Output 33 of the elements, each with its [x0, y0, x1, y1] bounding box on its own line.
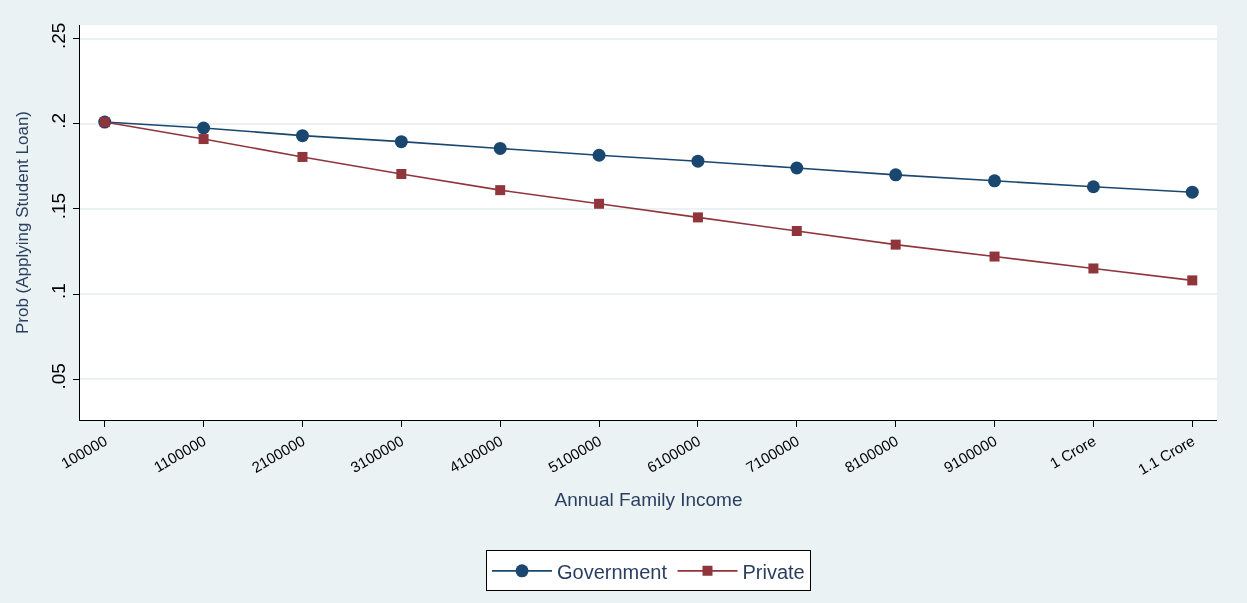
point: [989, 251, 1000, 262]
point: [1187, 275, 1198, 286]
x-tick-label: 1 Crore: [1046, 431, 1099, 472]
y-axis-title: Prob (Applying Student Loan): [12, 110, 32, 335]
point: [889, 168, 903, 182]
point: [297, 151, 308, 162]
legend-label: Private: [742, 560, 805, 583]
point: [988, 174, 1002, 188]
point: [493, 141, 507, 155]
point: [890, 239, 901, 250]
point: [295, 129, 309, 143]
point: [396, 168, 407, 179]
point: [1086, 180, 1100, 194]
y-tick-label: .1: [48, 283, 70, 300]
y-tick-label: .2: [48, 112, 70, 129]
point: [592, 148, 606, 162]
y-tick-label: .25: [48, 22, 70, 49]
y-tick-label: .05: [48, 363, 70, 390]
legend-label: Government: [557, 560, 668, 583]
point: [1185, 185, 1199, 199]
point: [394, 135, 408, 149]
point: [197, 121, 211, 135]
point: [594, 198, 605, 209]
y-tick-label: .15: [48, 192, 70, 220]
point: [691, 154, 705, 168]
point: [791, 226, 802, 237]
point: [495, 185, 506, 196]
point: [1088, 263, 1099, 274]
point: [790, 161, 804, 175]
point: [198, 134, 209, 145]
point: [692, 212, 703, 223]
x-axis-title: Annual Family Income: [554, 488, 743, 510]
x-tick-label: 1.1 Crore: [1134, 431, 1198, 478]
